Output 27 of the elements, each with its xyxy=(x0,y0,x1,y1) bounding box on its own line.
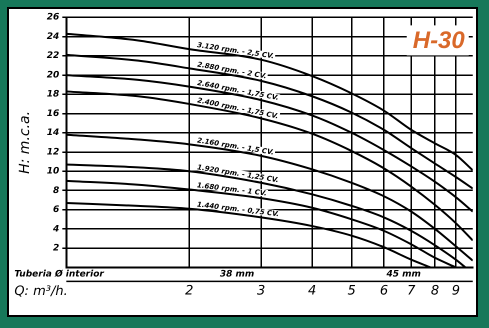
y-tick-label: 10 xyxy=(46,166,60,177)
x-tick-label: 3 xyxy=(256,284,266,299)
y-tick-label: 8 xyxy=(53,186,60,196)
y-tick-label: 12 xyxy=(46,147,60,158)
y-axis-title: H: m.c.a. xyxy=(17,110,34,174)
x-tick-label: 8 xyxy=(430,284,440,299)
y-tick-label: 22 xyxy=(46,51,60,62)
x-tick-label: 9 xyxy=(452,284,460,299)
y-tick-label: 14 xyxy=(46,128,60,138)
x-tick-label: 7 xyxy=(407,284,416,299)
y-tick-label: 2 xyxy=(53,244,60,254)
x-tick-label: 4 xyxy=(308,284,316,299)
y-tick-label: 26 xyxy=(46,12,60,23)
text: 45 mm xyxy=(385,270,421,280)
x-tick-label: 5 xyxy=(348,284,356,299)
text: Tuberia Ø interior xyxy=(14,270,104,280)
x-tick-label: 6 xyxy=(380,284,388,299)
y-tick-label: 4 xyxy=(52,224,60,234)
y-tick-label: 20 xyxy=(46,70,60,80)
y-tick-label: 16 xyxy=(46,108,60,119)
y-tick-label: 6 xyxy=(53,205,60,216)
text: 38 mm xyxy=(220,270,254,280)
x-tick-label: 2 xyxy=(185,284,194,299)
y-tick-label: 18 xyxy=(46,90,60,100)
y-tick-label: 24 xyxy=(46,32,60,42)
x-axis-title: Q: m³/h. xyxy=(14,284,68,299)
chart-title: H-30 xyxy=(412,27,466,54)
